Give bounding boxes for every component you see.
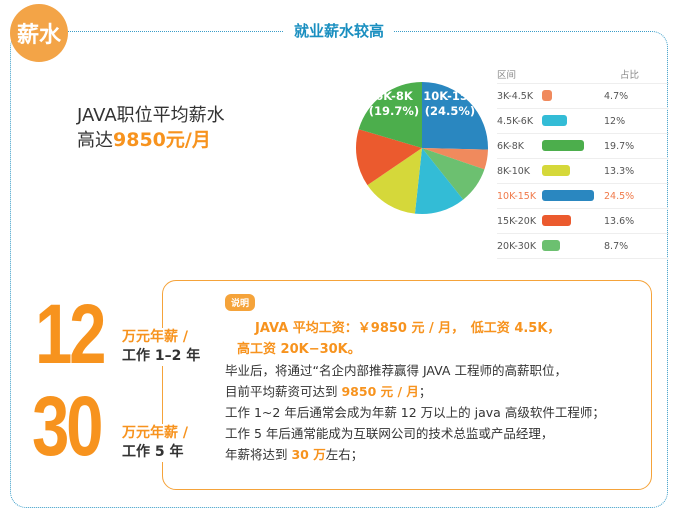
legend-pct: 4.7% [604, 90, 629, 102]
note-text: ； [418, 384, 432, 399]
pie-slice-3K-4.5K [422, 148, 488, 170]
stat-years: 工作 1–2 年 [122, 348, 201, 364]
average-salary-value: 9850元/月 [113, 129, 211, 151]
note-body: JAVA 平均工资：￥9850 元 / 月， 低工资 4.5K， 高工资 20K… [225, 318, 605, 465]
pie-label: 10K-15K [423, 89, 478, 103]
legend-row: 4.5K-6K 12% [497, 109, 669, 134]
salary-legend: 区间 占比 3K-4.5K 4.7% 4.5K-6K 12% 6K-8K 19.7% 8K-1… [497, 64, 669, 259]
pie-label: (19.7%) [369, 104, 419, 118]
legend-row: 8K-10K 13.3% [497, 159, 669, 184]
legend-pct: 13.6% [604, 215, 635, 227]
legend-range: 8K-10K [497, 165, 531, 177]
legend-range: 4.5K-6K [497, 115, 534, 127]
legend-pct: 12% [604, 115, 626, 127]
description-box [162, 280, 652, 490]
pie-label: (24.5%) [425, 104, 475, 118]
legend-row: 20K-30K 8.7% [497, 234, 669, 259]
stat-label-1: 万元年薪 / 工作 1–2 年 [122, 328, 205, 366]
legend-range: 15K-20K [497, 215, 537, 227]
legend-range: 6K-8K [497, 140, 524, 152]
legend-pct: 13.3% [604, 165, 635, 177]
note-line: 工作 1~2 年后通常会成为年薪 12 万以上的 java 高级软件工程师； [225, 405, 605, 420]
legend-range: 20K-30K [497, 240, 537, 252]
stat-number-12: 12 [35, 287, 107, 381]
legend-range: 3K-4.5K [497, 90, 534, 102]
legend-row: 6K-8K 19.7% [497, 134, 669, 159]
note-highlight-1: JAVA 平均工资：￥9850 元 / 月， 低工资 4.5K， [255, 321, 561, 336]
stat-years: 工作 5 年 [122, 444, 184, 460]
note-line: 工作 5 年后通常能成为互联网公司的技术总监或产品经理， [225, 426, 554, 441]
average-salary-prefix: 高达 [77, 130, 113, 151]
note-text: 左右； [325, 447, 364, 462]
salary-pie-chart: 10K-15K(24.5%) 6K-8K(19.7%) [356, 82, 488, 215]
legend-bar [542, 165, 571, 176]
stat-unit: 万元年薪 / [122, 329, 188, 345]
average-salary-line1: JAVA职位平均薪水 [77, 105, 225, 126]
stat-unit: 万元年薪 / [122, 425, 188, 441]
pie-slice-4.5K-6K [414, 148, 464, 215]
average-salary: JAVA职位平均薪水 高达9850元/月 [77, 104, 225, 153]
pie-slice-15K-20K [356, 129, 422, 186]
section-title: 就业薪水较高 [284, 20, 395, 41]
legend-row: 3K-4.5K 4.7% [497, 84, 669, 109]
legend-bar [542, 190, 594, 201]
note-tag: 说明 [225, 294, 256, 311]
pie-slice-10K-15K [422, 82, 488, 150]
pie-slice-20K-30K [422, 148, 485, 200]
legend-pct: 8.7% [604, 240, 629, 252]
legend-row: 10K-15K 24.5% [497, 184, 669, 209]
legend-pct: 19.7% [604, 140, 635, 152]
legend-bar [542, 140, 584, 151]
pie-label: 6K-8K [375, 89, 414, 103]
note-text: 目前平均薪资可达到 [225, 384, 342, 399]
legend-pct: 24.5% [604, 190, 635, 202]
section-badge: 薪水 [10, 4, 68, 62]
legend-bar [542, 90, 552, 101]
legend-bar [542, 115, 568, 126]
note-highlight: 30 万 [291, 447, 326, 462]
legend-bar [542, 215, 571, 226]
legend-bar [542, 240, 561, 251]
stat-label-2: 万元年薪 / 工作 5 年 [122, 424, 192, 462]
note-highlight-2: 高工资 20K−30K。 [237, 342, 361, 357]
note-highlight: 9850 元 / 月 [341, 384, 419, 399]
legend-row: 15K-20K 13.6% [497, 209, 669, 234]
pie-slice-6K-8K [358, 82, 422, 148]
legend-header-ratio: 占比 [619, 69, 639, 81]
legend-header-range: 区间 [497, 69, 517, 81]
pie-slice-8K-10K [367, 148, 422, 214]
legend-range: 10K-15K [497, 190, 537, 202]
note-text: 年薪将达到 [225, 447, 292, 462]
note-line: 毕业后，将通过“名企内部推荐赢得 JAVA 工程师的高薪职位， [225, 363, 567, 378]
stat-number-30: 30 [32, 379, 104, 473]
